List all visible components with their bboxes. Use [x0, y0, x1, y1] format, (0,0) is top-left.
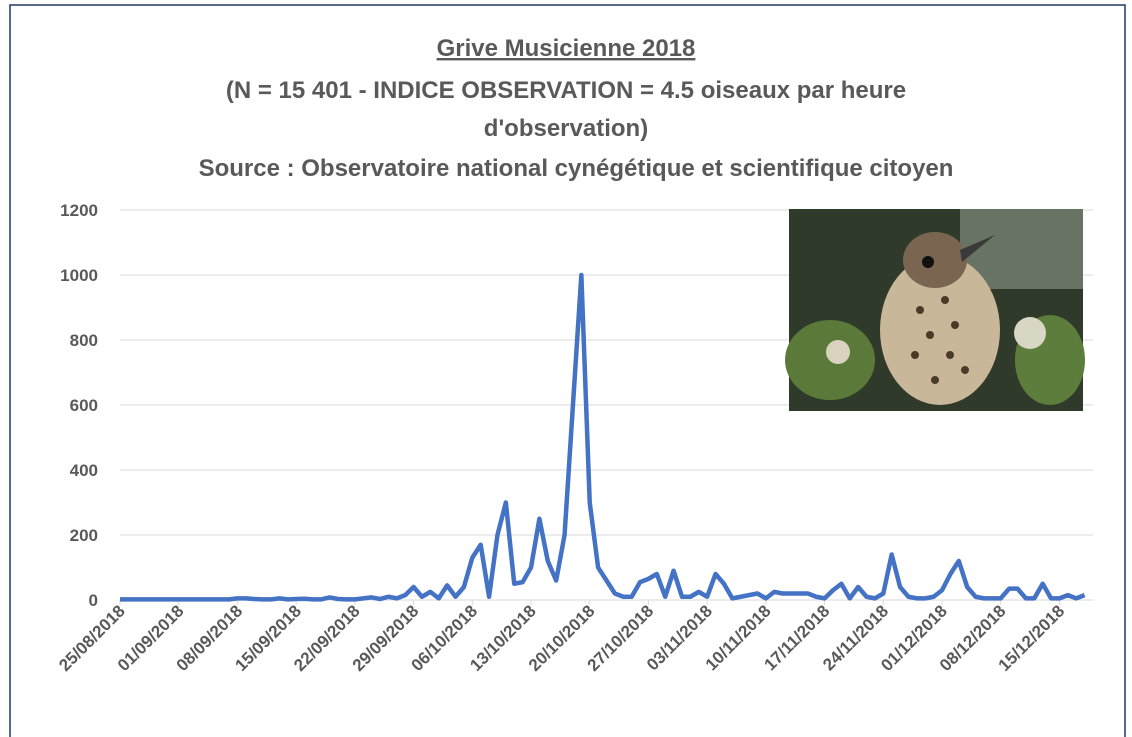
chart-source: Source : Observatoire national cynégétiq…	[199, 155, 954, 182]
chart-subtitle: d'observation)	[484, 115, 648, 142]
y-tick-label: 600	[70, 396, 98, 415]
y-tick-label: 800	[70, 331, 98, 350]
y-tick-label: 1000	[60, 266, 98, 285]
chart-title: Grive Musicienne 2018	[437, 35, 696, 62]
bird-photo	[785, 209, 1085, 411]
y-tick-label: 1200	[60, 201, 98, 220]
y-tick-label: 400	[70, 461, 98, 480]
y-tick-label: 0	[89, 591, 98, 610]
chart-subtitle: (N = 15 401 - INDICE OBSERVATION = 4.5 o…	[226, 77, 906, 104]
y-tick-label: 200	[70, 526, 98, 545]
chart: Grive Musicienne 2018 (N = 15 401 - INDI…	[0, 0, 1132, 737]
